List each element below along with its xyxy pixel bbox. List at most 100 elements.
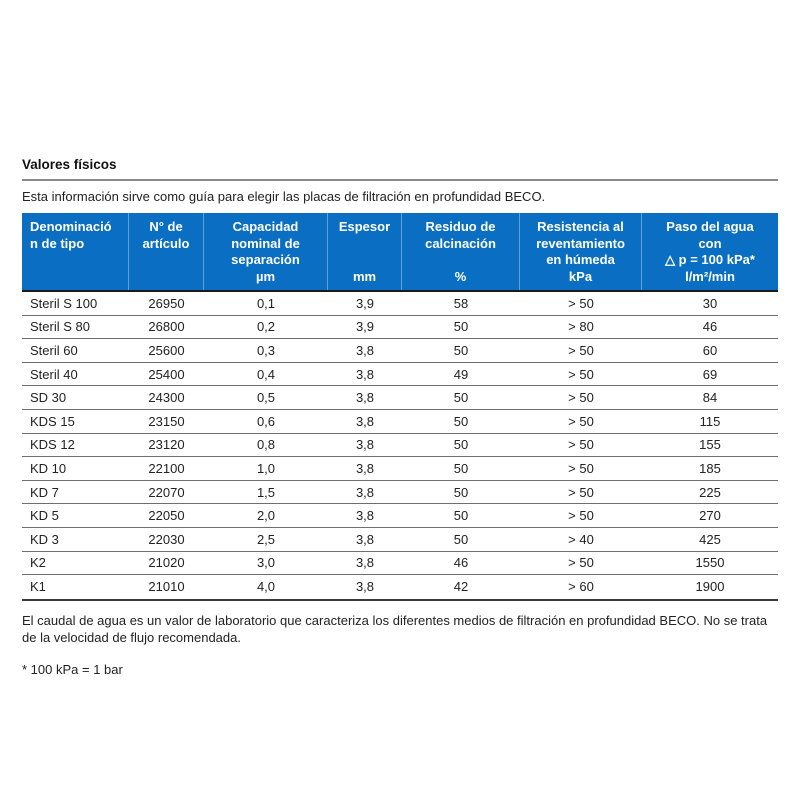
table-cell: 22100 [148,460,185,476]
table-cell: > 50 [568,295,594,311]
table-cell: 50 [453,460,469,476]
table-cell: 3,8 [355,484,375,500]
table-cell: > 50 [568,390,594,406]
header-unit: % [454,268,467,284]
table-cell: 3,8 [355,531,375,547]
table-row: KDS 15 23150 0,6 3,8 50 > 50 115 [22,410,778,434]
table-cell: 46 [702,319,718,335]
table-row: SD 30 24300 0,5 3,8 50 > 50 84 [22,386,778,410]
table-cell: > 50 [568,366,594,382]
table-body: Steril S 100 26950 0,1 3,9 58 > 50 30 Steril S … [22,292,778,599]
header-label: Resistencia al reventamiento en húmeda [536,219,625,267]
table-cell: KD 3 [30,531,59,547]
table-cell: 58 [453,295,469,311]
table-cell: KDS 15 [30,413,75,429]
table-cell: 50 [453,437,469,453]
table-cell: > 50 [568,555,594,571]
header-cell-resistencia: Resistencia al reventamiento en húmeda k… [520,213,642,290]
table-cell: 0,2 [256,319,276,335]
table-cell: 22030 [148,531,185,547]
table-cell: > 40 [568,531,594,547]
table-cell: 22070 [148,484,185,500]
table-cell: 3,8 [355,460,375,476]
table-cell: 3,8 [355,342,375,358]
table-cell: > 50 [568,437,594,453]
table-cell: 425 [699,531,721,547]
table-row: Steril 40 25400 0,4 3,8 49 > 50 69 [22,363,778,387]
table-cell: 50 [453,484,469,500]
header-unit: kPa [568,268,593,284]
table-cell: 0,3 [256,342,276,358]
table-cell: 21020 [148,555,185,571]
table-cell: 50 [453,413,469,429]
table-cell: K1 [30,579,46,595]
table-cell: 26800 [148,319,185,335]
table-cell: > 50 [568,460,594,476]
table-cell: 60 [702,342,718,358]
table-cell: > 60 [568,579,594,595]
table-cell: 84 [702,390,718,406]
table-row: K2 21020 3,0 3,8 46 > 50 1550 [22,552,778,576]
table-cell: 270 [699,508,721,524]
table-cell: 3,8 [355,579,375,595]
header-cell-capacidad: Capacidad nominal de separación µm [204,213,328,290]
title-divider [22,179,778,181]
header-label: Capacidad nominal de separación [231,219,300,267]
table-row: Steril 60 25600 0,3 3,8 50 > 50 60 [22,339,778,363]
table-cell: 0,1 [256,295,276,311]
table-cell: KDS 12 [30,437,75,453]
header-unit: µm [255,268,276,284]
header-cell-espesor: Espesor mm [328,213,402,290]
table-cell: Steril 40 [30,366,78,382]
table-cell: 3,8 [355,508,375,524]
table-cell: KD 7 [30,484,59,500]
table-row: KD 7 22070 1,5 3,8 50 > 50 225 [22,481,778,505]
table-cell: 1900 [695,579,725,595]
table-cell: 21010 [148,579,185,595]
header-cell-articulo: N° de artículo [129,213,204,290]
table-cell: 3,8 [355,390,375,406]
table-row: KD 5 22050 2,0 3,8 50 > 50 270 [22,504,778,528]
header-label: Denominación de tipo [30,219,112,251]
kpa-note: * 100 kPa = 1 bar [22,661,123,677]
table-cell: Steril S 80 [30,319,90,335]
page-title: Valores físicos [22,157,117,172]
header-unit: l/m²/min [685,268,735,284]
table-cell: 24300 [148,390,185,406]
table-cell: > 50 [568,484,594,500]
document-body: Valores físicos Esta información sirve c… [22,157,778,677]
table-cell: 3,8 [355,413,375,429]
header-cell-residuo: Residuo de calcinación % [402,213,520,290]
table-cell: KD 5 [30,508,59,524]
table-cell: 30 [702,295,718,311]
table-cell: 2,5 [256,531,276,547]
table-cell: 23150 [148,413,185,429]
table-cell: 4,0 [256,579,276,595]
table-row: KD 3 22030 2,5 3,8 50 > 40 425 [22,528,778,552]
table-cell: 115 [699,413,721,429]
table-cell: 50 [453,319,469,335]
header-cell-paso-agua: Paso del agua con △ p = 100 kPa* l/m²/mi… [642,213,778,290]
table-cell: 50 [453,531,469,547]
table-row: K1 21010 4,0 3,8 42 > 60 1900 [22,575,778,599]
header-label: N° de artículo [142,219,190,251]
footnote-text: El caudal de agua es un valor de laborat… [22,612,768,646]
header-unit: mm [352,268,377,284]
table-cell: 155 [699,437,721,453]
table-header-row: Denominación de tipo N° de artículo Capa… [22,213,778,292]
table-row: Steril S 80 26800 0,2 3,9 50 > 80 46 [22,316,778,340]
table-cell: K2 [30,555,46,571]
table-cell: 0,8 [256,437,276,453]
table-cell: 50 [453,508,469,524]
table-cell: 1,0 [256,460,276,476]
table-cell: 0,4 [256,366,276,382]
header-label: Espesor [338,219,391,234]
table-cell: 50 [453,342,469,358]
table-cell: 3,0 [256,555,276,571]
header-cell-denominacion: Denominación de tipo [22,213,129,290]
table-cell: 25600 [148,342,185,358]
table-cell: 49 [453,366,469,382]
table-cell: 23120 [148,437,185,453]
table-cell: 0,6 [256,413,276,429]
table-cell: 22050 [148,508,185,524]
